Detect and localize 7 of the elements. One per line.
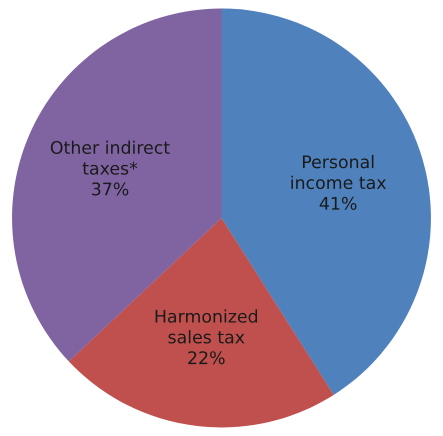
data-label: 41% [320,196,356,210]
data-label: 37% [92,182,128,196]
pie-slice [68,218,334,428]
slice-label: Personal income tax [291,154,386,190]
slice-label: Other indirect taxes* [50,140,170,175]
slice-label: Harmonized sales tax [156,309,258,344]
data-label: 22% [188,351,225,364]
